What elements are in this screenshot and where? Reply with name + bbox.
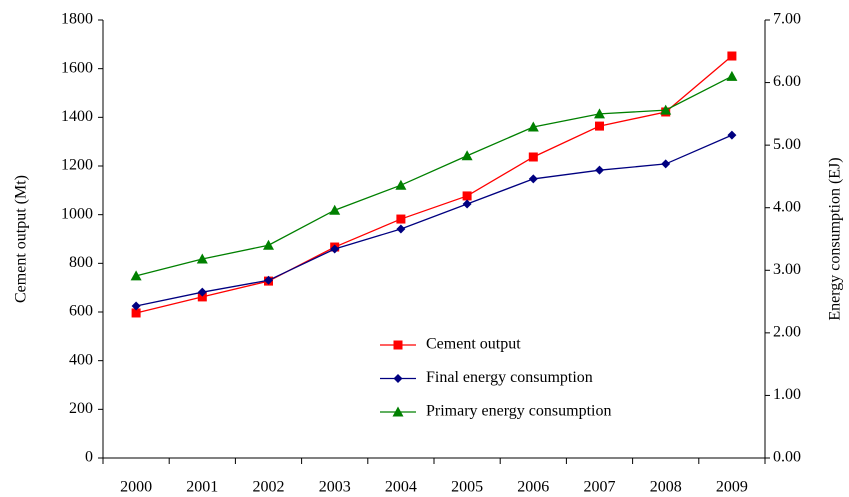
y-tick-label: 200 xyxy=(69,400,93,417)
x-tick-label: 2001 xyxy=(186,479,218,496)
y2-tick-label: 5.00 xyxy=(773,136,801,153)
series-line xyxy=(135,134,733,307)
marker xyxy=(727,51,737,61)
marker xyxy=(392,406,404,417)
x-tick-label: 2000 xyxy=(120,479,152,496)
y-tick-label: 1400 xyxy=(61,108,93,125)
y2-tick-label: 6.00 xyxy=(773,73,801,90)
marker xyxy=(595,165,604,175)
y-tick-label: 1600 xyxy=(61,59,93,76)
x-tick-label: 2005 xyxy=(451,479,483,496)
marker xyxy=(395,179,407,190)
y-tick-label: 400 xyxy=(69,351,93,368)
marker xyxy=(461,150,473,161)
marker xyxy=(396,214,406,224)
legend-label: Cement output xyxy=(426,336,521,353)
marker xyxy=(329,204,341,215)
marker xyxy=(131,301,141,311)
marker xyxy=(393,340,403,350)
x-tick-label: 2007 xyxy=(584,479,616,496)
marker xyxy=(462,199,472,209)
marker xyxy=(528,152,538,162)
marker xyxy=(130,270,142,281)
y-tick-label: 1800 xyxy=(61,11,93,28)
marker xyxy=(263,239,274,250)
marker xyxy=(196,253,208,264)
marker xyxy=(661,159,671,169)
y2-tick-label: 7.00 xyxy=(773,11,801,28)
marker xyxy=(197,292,207,302)
marker xyxy=(330,244,340,254)
marker xyxy=(528,174,538,184)
x-tick-label: 2003 xyxy=(319,479,351,496)
y-tick-label: 0 xyxy=(85,449,93,466)
legend-label: Primary energy consumption xyxy=(426,403,611,420)
x-tick-label: 2002 xyxy=(253,479,285,496)
legend-label: Final energy consumption xyxy=(426,369,593,386)
marker xyxy=(727,130,737,140)
x-tick-label: 2004 xyxy=(385,479,417,496)
y-tick-label: 600 xyxy=(69,303,93,320)
y2-tick-label: 2.00 xyxy=(773,324,801,341)
y-tick-label: 1000 xyxy=(61,205,93,222)
x-tick-label: 2008 xyxy=(650,479,682,496)
marker xyxy=(660,104,672,115)
series-line xyxy=(135,75,733,277)
marker xyxy=(393,374,403,383)
marker xyxy=(527,121,539,132)
marker xyxy=(197,287,207,297)
marker xyxy=(594,108,605,119)
marker xyxy=(264,275,273,285)
marker xyxy=(462,191,472,201)
y2-tick-label: 3.00 xyxy=(773,261,801,278)
x-tick-label: 2006 xyxy=(517,479,549,496)
y2-tick-label: 4.00 xyxy=(773,198,801,215)
y-axis-title: Cement output (Mt) xyxy=(13,175,30,303)
marker xyxy=(396,224,406,234)
marker xyxy=(726,70,738,81)
marker xyxy=(595,121,604,131)
series-line xyxy=(135,55,733,314)
y-tick-label: 1200 xyxy=(61,157,93,174)
marker xyxy=(131,308,141,318)
y2-axis-title: Energy consumption (EJ) xyxy=(827,157,844,320)
x-tick-label: 2009 xyxy=(716,479,748,496)
y2-tick-label: 0.00 xyxy=(773,449,801,466)
y-tick-label: 800 xyxy=(69,254,93,271)
y2-tick-label: 1.00 xyxy=(773,386,801,403)
